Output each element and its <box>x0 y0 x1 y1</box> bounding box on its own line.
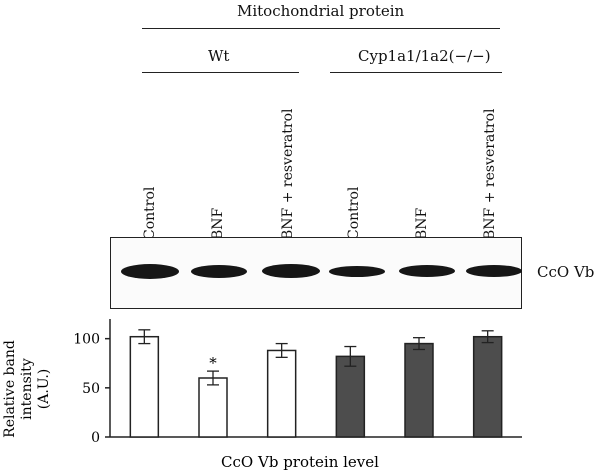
bar-1 <box>129 335 160 438</box>
bar-4 <box>335 355 366 438</box>
blot-band-2 <box>191 265 247 278</box>
y-axis-title-line2: intensity <box>19 358 35 420</box>
group-rule-wt <box>142 72 299 73</box>
title-rule <box>142 28 500 29</box>
y-tick-label-0: 0 <box>91 430 100 446</box>
group-label-ko: Cyp1a1/1a2(−/−) <box>358 47 491 65</box>
mitochondrial-protein-title: Mitochondrial protein <box>237 2 405 20</box>
bar-5 <box>404 342 434 438</box>
group-label-wt: Wt <box>208 47 230 65</box>
lane-label-5: BNF <box>414 207 430 240</box>
y-axis-title: Relative band intensity (A.U.) <box>2 340 52 438</box>
blot-band-5 <box>399 265 455 277</box>
lane-label-6: BNF + resveratrol <box>482 108 498 240</box>
significance-marker-2: * <box>209 354 217 372</box>
blot-band-1 <box>121 264 179 279</box>
lane-label-2: BNF <box>210 207 226 240</box>
y-axis-title-line1: Relative band <box>2 340 18 438</box>
lane-label-1: Control <box>142 186 158 240</box>
blot-band-6 <box>466 265 522 277</box>
bar-2 <box>198 377 228 438</box>
x-axis-title: CcO Vb protein level <box>221 453 379 471</box>
lane-label-4: Control <box>346 186 362 240</box>
lane-label-3: BNF + resveratrol <box>280 108 296 240</box>
blot-label: CcO Vb <box>537 263 595 281</box>
blot-band-4 <box>329 266 385 277</box>
bar-3 <box>266 349 297 438</box>
y-tick-label-100: 100 <box>73 332 100 348</box>
group-rule-ko <box>330 72 502 73</box>
y-tick-label-50: 50 <box>82 381 100 397</box>
western-blot-panel <box>110 237 522 309</box>
bar-6 <box>472 335 503 438</box>
y-axis-title-line3: (A.U.) <box>36 369 52 409</box>
blot-band-3 <box>262 264 320 278</box>
